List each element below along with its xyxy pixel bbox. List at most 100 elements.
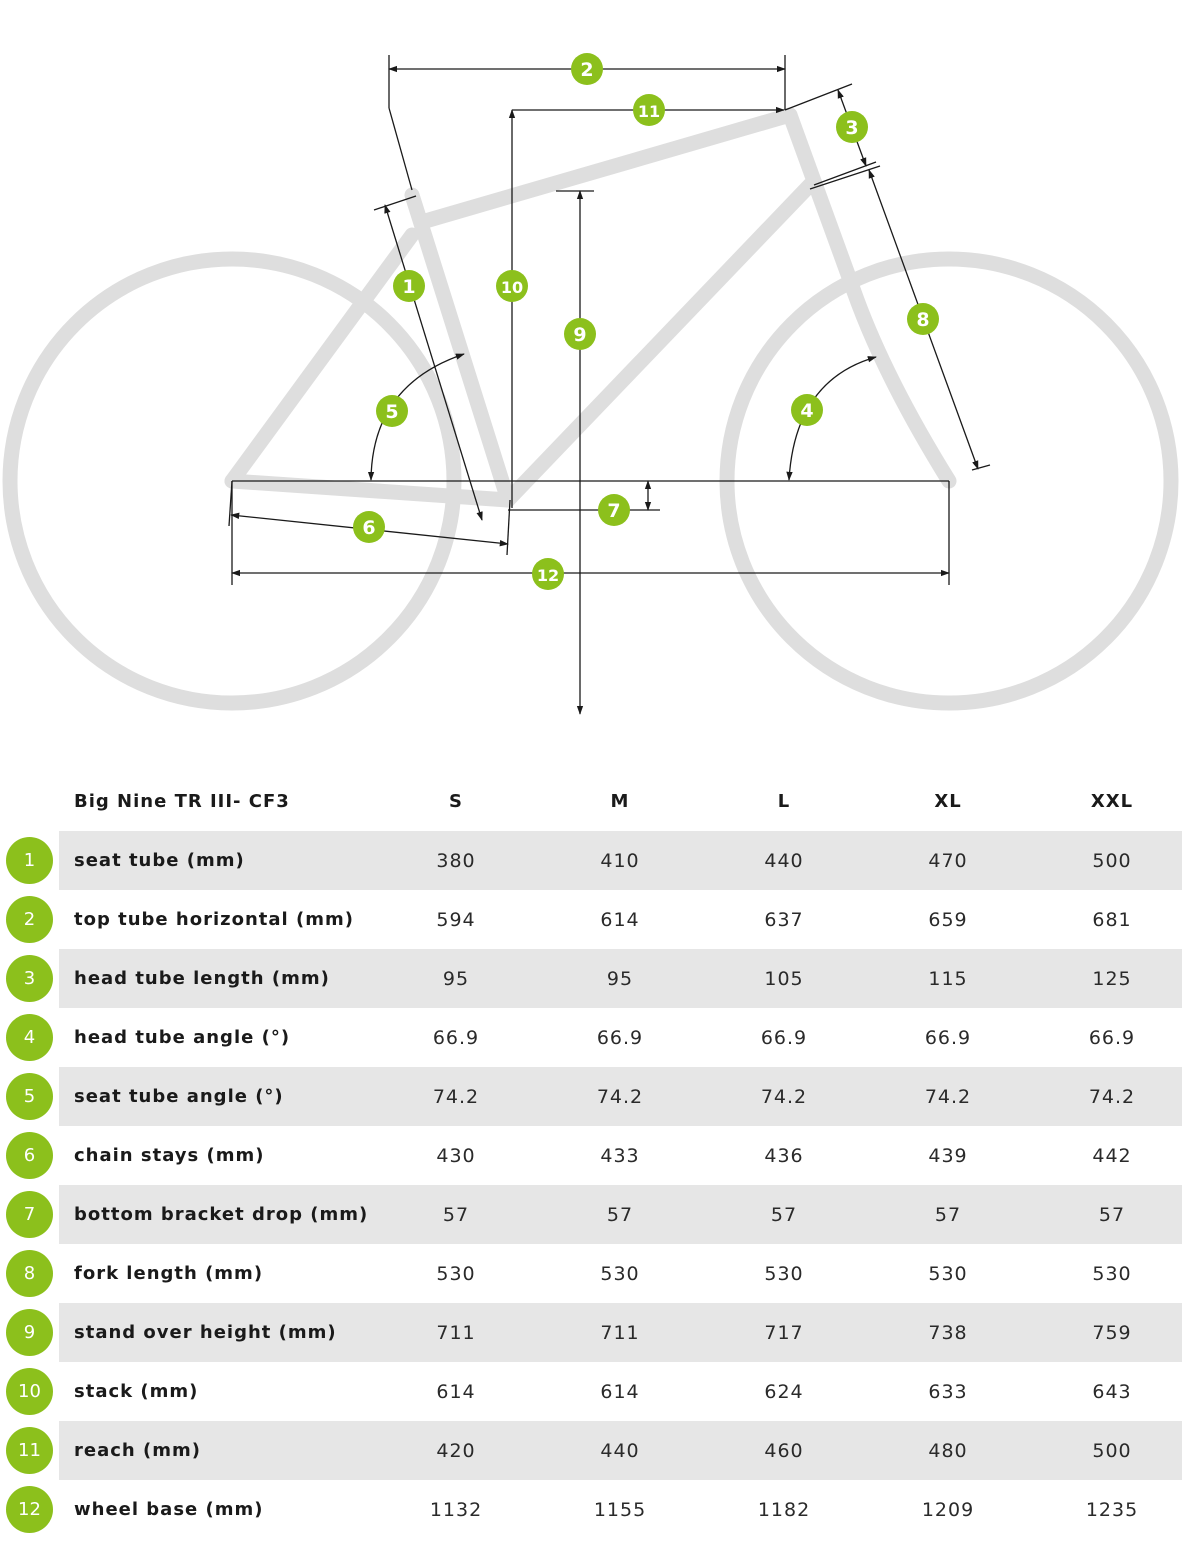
row-label: head tube length (mm) [59,949,374,1008]
table-cell: 125 [1030,949,1182,1008]
table-cell: 440 [538,1421,702,1480]
size-header: XXL [1090,791,1134,812]
marker-10: 10 [496,270,528,302]
row-number-badge: 8 [6,1250,53,1297]
table-cell: 759 [1030,1303,1182,1362]
table-cell: 500 [1030,831,1182,890]
table-cell: 530 [928,1262,968,1285]
row-label: fork length (mm) [74,1263,264,1284]
table-cell: 643 [1092,1380,1132,1403]
marker-8: 8 [907,303,939,335]
svg-text:8: 8 [916,309,929,331]
svg-text:10: 10 [501,278,523,297]
table-row: 1 seat tube (mm) 380 410 440 470 500 [0,831,1182,890]
table-cell: 95 [374,949,538,1008]
size-header: M [610,791,630,812]
table-cell: 74.2 [1030,1067,1182,1126]
row-number-badge: 12 [6,1486,53,1533]
svg-text:9: 9 [573,324,586,346]
row-label: seat tube (mm) [59,831,374,890]
svg-text:4: 4 [800,400,813,422]
table-cell: 1132 [429,1498,483,1521]
table-cell: 66.9 [924,1026,972,1049]
table-row: 10 stack (mm) 614 614 624 633 643 [0,1362,1182,1421]
row-number-badge: 7 [6,1191,53,1238]
table-cell: 614 [600,1380,640,1403]
table-cell: 57 [1030,1185,1182,1244]
row-label: stack (mm) [74,1381,199,1402]
table-cell: 420 [374,1421,538,1480]
table-cell: 681 [1092,908,1132,931]
table-cell: 410 [538,831,702,890]
marker-5: 5 [376,395,408,427]
table-cell: 624 [764,1380,804,1403]
table-cell: 57 [374,1185,538,1244]
row-label: chain stays (mm) [74,1145,265,1166]
marker-3: 3 [836,111,868,143]
table-row: 9 stand over height (mm) 711 711 717 738 759 [0,1303,1182,1362]
svg-text:3: 3 [845,117,858,139]
table-cell: 66.9 [1088,1026,1136,1049]
model-name: Big Nine TR III- CF3 [74,791,290,812]
table-cell: 433 [600,1144,640,1167]
table-cell: 470 [866,831,1030,890]
table-row: 2 top tube horizontal (mm) 594 614 637 659 681 [0,890,1182,949]
marker-9: 9 [564,318,596,350]
table-cell: 530 [436,1262,476,1285]
table-cell: 66.9 [760,1026,808,1049]
table-row: 12 wheel base (mm) 1132 1155 1182 1209 1235 [0,1480,1182,1539]
table-cell: 659 [928,908,968,931]
row-label: bottom bracket drop (mm) [59,1185,374,1244]
table-cell: 439 [928,1144,968,1167]
dimension-lines [228,55,991,715]
table-cell: 594 [436,908,476,931]
svg-text:7: 7 [607,500,620,522]
row-number-badge: 5 [6,1073,53,1120]
table-cell: 500 [1030,1421,1182,1480]
row-number-badge: 4 [6,1014,53,1061]
bike-geometry-diagram: 1 2 3 4 5 6 7 8 9 10 11 12 [2,53,1179,715]
table-cell: 530 [600,1262,640,1285]
size-header: XL [934,791,962,812]
row-label: top tube horizontal (mm) [74,909,354,930]
row-number-badge: 1 [6,837,53,884]
table-cell: 460 [702,1421,866,1480]
table-cell: 74.2 [866,1067,1030,1126]
row-number-badge: 10 [6,1368,53,1415]
table-cell: 436 [764,1144,804,1167]
marker-2: 2 [571,53,603,85]
svg-text:6: 6 [362,517,375,539]
table-cell: 711 [538,1303,702,1362]
geometry-table: Big Nine TR III- CF3 S M L XL XXL 1 seat … [0,772,1182,1539]
row-label: reach (mm) [59,1421,374,1480]
row-number-badge: 9 [6,1309,53,1356]
table-cell: 530 [764,1262,804,1285]
row-number-badge: 11 [6,1427,53,1474]
table-cell: 380 [374,831,538,890]
table-cell: 66.9 [596,1026,644,1049]
marker-1: 1 [393,270,425,302]
svg-text:11: 11 [638,102,660,121]
svg-text:2: 2 [580,59,593,81]
table-cell: 480 [866,1421,1030,1480]
table-cell: 614 [436,1380,476,1403]
table-row: 11 reach (mm) 420 440 460 480 500 [0,1421,1182,1480]
table-cell: 1155 [593,1498,647,1521]
svg-text:1: 1 [402,276,415,298]
row-label: wheel base (mm) [74,1499,264,1520]
table-cell: 440 [702,831,866,890]
row-number-badge: 3 [6,955,53,1002]
table-cell: 717 [702,1303,866,1362]
table-cell: 57 [538,1185,702,1244]
table-body: 1 seat tube (mm) 380 410 440 470 500 2 top tube … [0,831,1182,1539]
svg-text:12: 12 [537,566,559,585]
marker-4: 4 [791,394,823,426]
table-cell: 57 [702,1185,866,1244]
table-cell: 66.9 [432,1026,480,1049]
marker-11: 11 [633,94,665,126]
table-cell: 430 [436,1144,476,1167]
table-cell: 1209 [921,1498,975,1521]
marker-6: 6 [353,511,385,543]
row-label: head tube angle (°) [74,1027,291,1048]
table-header-row: Big Nine TR III- CF3 S M L XL XXL [0,772,1182,831]
